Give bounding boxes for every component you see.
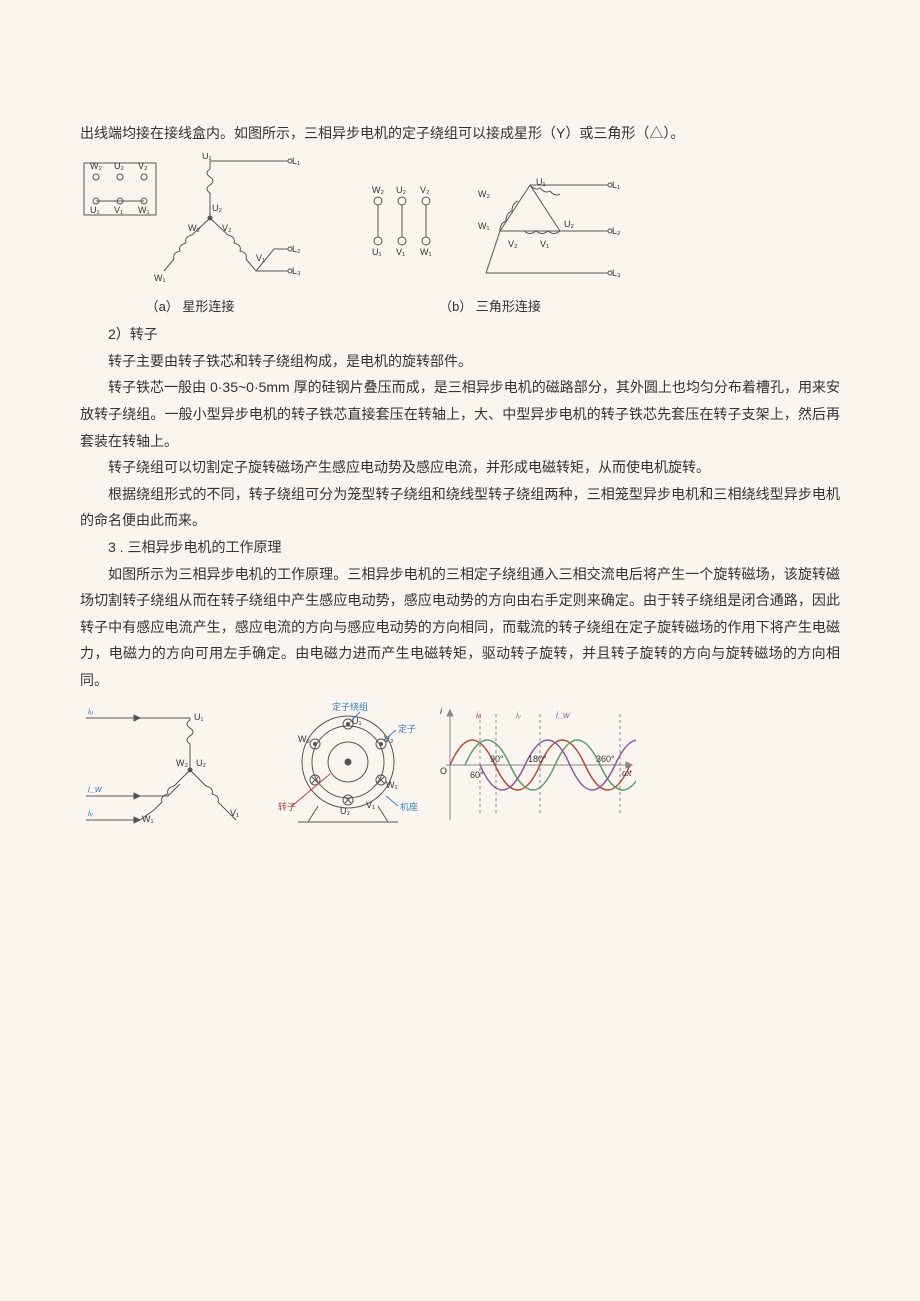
label-W2e: W₂: [176, 758, 188, 768]
label-V1e: V₁: [230, 808, 239, 818]
label-L3b: L₃: [612, 268, 620, 278]
label-W1f: W₁: [386, 780, 398, 790]
paragraph-7: 3 . 三相异步电机的工作原理: [80, 534, 840, 561]
label-V1d: V₁: [540, 239, 549, 249]
label-V1f: V₁: [366, 800, 375, 810]
label-W1b: W₁: [154, 273, 166, 283]
supply-y-diagram: iᵤ i_w iᵥ U₁ W₂ U₂ W₁ V₁: [80, 700, 260, 830]
paragraph-2: 2）转子: [80, 321, 840, 348]
label-U1: U₁: [90, 205, 100, 215]
paragraph-4: 转子铁芯一般由 0·35~0·5mm 厚的硅钢片叠压而成，是三相异步电机的磁路部…: [80, 374, 840, 454]
label-iV2: iᵥ: [516, 710, 522, 720]
paragraph-1: 出线端均接在接线盒内。如图所示，三相异步电机的定子绕组可以接成星形（Y）或三角形…: [80, 120, 840, 147]
document-page: 出线端均接在接线盒内。如图所示，三相异步电机的定子绕组可以接成星形（Y）或三角形…: [0, 0, 920, 890]
label-180: 180°: [528, 754, 547, 764]
star-connection-diagram: W₂ U₂ V₂ U₁ V₁ W₁: [80, 153, 300, 293]
paragraph-6: 根据绕组形式的不同，转子绕组可分为笼型转子绕组和绕线型转子绕组两种，三相笼型异步…: [80, 481, 840, 534]
label-90: 90°: [490, 754, 504, 764]
label-W2f: W₂: [298, 734, 310, 744]
label-60: 60°: [470, 770, 484, 780]
label-iV: iᵥ: [88, 808, 94, 818]
label-L1: L₁: [292, 156, 300, 166]
label-W1c: W₁: [420, 247, 432, 257]
label-iW2: i_w: [556, 710, 570, 720]
label-U2b: U₂: [212, 203, 222, 213]
label-U2d: U₂: [564, 219, 574, 229]
label-i: i: [440, 706, 443, 716]
label-U2e: U₂: [196, 758, 206, 768]
delta-connection-diagram: W₂ U₂ V₂ U₁ V₁ W₁: [360, 173, 620, 293]
label-wt: ωt: [622, 768, 632, 778]
label-U1f: U₁: [352, 716, 362, 726]
label-L3: L₃: [292, 266, 300, 276]
label-U1b: U₁: [202, 153, 212, 161]
label-V2d: V₂: [508, 239, 518, 249]
label-dz: 定子: [398, 723, 416, 734]
label-W2b: W₂: [188, 223, 200, 233]
figure-row-2: iᵤ i_w iᵥ U₁ W₂ U₂ W₁ V₁: [80, 700, 840, 830]
paragraph-5: 转子绕组可以切割定子旋转磁场产生感应电动势及感应电流，并形成电磁转矩，从而使电机…: [80, 454, 840, 481]
label-L2: L₂: [292, 244, 300, 254]
label-dzrz: 定子绕组: [332, 701, 368, 712]
figure-row-1: W₂ U₂ V₂ U₁ V₁ W₁: [80, 153, 840, 320]
label-360: 360°: [596, 754, 615, 764]
label-jz: 机座: [400, 801, 418, 812]
label-U2: U₂: [114, 161, 124, 171]
label-U2c: U₂: [396, 185, 406, 195]
label-V2b: V₂: [222, 223, 232, 233]
label-O: O: [440, 766, 447, 776]
figure-1a: W₂ U₂ V₂ U₁ V₁ W₁: [80, 153, 300, 320]
figure-1a-caption: （a） 星形连接: [146, 295, 235, 320]
figure-1b: W₂ U₂ V₂ U₁ V₁ W₁: [360, 173, 620, 320]
figure-1b-caption: （b） 三角形连接: [439, 295, 541, 320]
label-zz: 转子: [278, 801, 296, 812]
label-U1e: U₁: [194, 712, 204, 722]
label-V2: V₂: [138, 161, 148, 171]
label-U2f: U₂: [340, 806, 350, 816]
motor-cross-section: 定子绕组 定子 转子 机座 U₁ U₂ W₂ W₁ V₂ V₁: [268, 700, 428, 830]
label-U1c: U₁: [372, 247, 382, 257]
label-U1d: U₁: [536, 177, 546, 187]
three-phase-waveform: i O ωt 60° 90° 180° 360° iᵤ iᵥ i_w: [436, 700, 636, 830]
label-iW: i_w: [88, 784, 102, 794]
label-W2c: W₂: [372, 185, 384, 195]
label-W2: W₂: [90, 161, 102, 171]
label-L2b: L₂: [612, 226, 620, 236]
label-V2c: V₂: [420, 185, 430, 195]
label-V1c: V₁: [396, 247, 405, 257]
label-iU2: iᵤ: [476, 710, 481, 720]
label-V1: V₁: [114, 205, 123, 215]
paragraph-3: 转子主要由转子铁芯和转子绕组构成，是电机的旋转部件。: [80, 348, 840, 375]
label-W2d: W₂: [478, 189, 490, 199]
label-V1b: V₁: [256, 253, 265, 263]
label-L1b: L₁: [612, 180, 620, 190]
label-W1d: W₁: [478, 221, 490, 231]
paragraph-8: 如图所示为三相异步电机的工作原理。三相异步电机的三相定子绕组通入三相交流电后将产…: [80, 561, 840, 694]
label-W1: W₁: [138, 205, 150, 215]
label-W1e: W₁: [142, 814, 154, 824]
label-iU: iᵤ: [88, 706, 93, 716]
